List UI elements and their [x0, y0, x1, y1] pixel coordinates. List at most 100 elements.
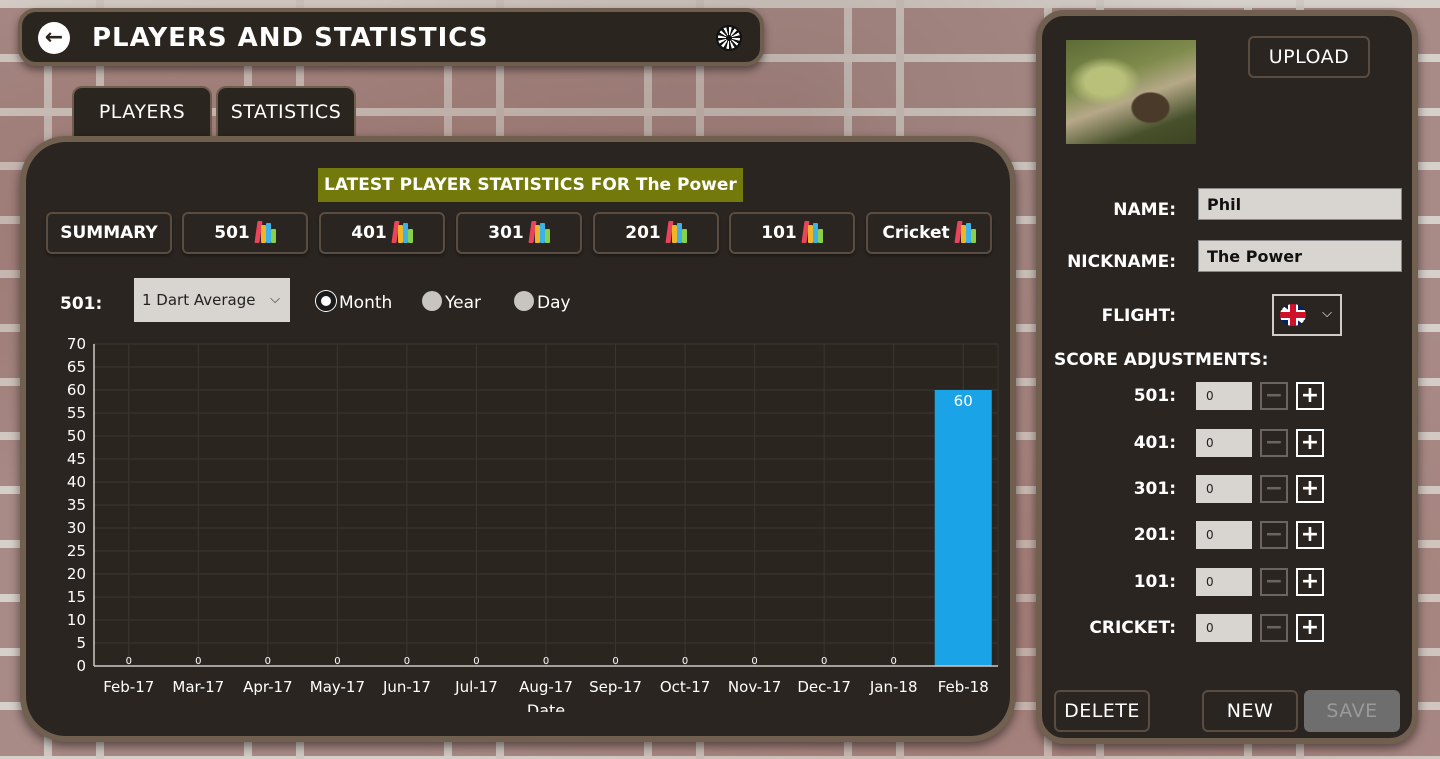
- y-tick-label: 65: [67, 358, 86, 376]
- adjust-401-minus-button[interactable]: −: [1260, 429, 1288, 457]
- radio-year-dot[interactable]: [422, 291, 442, 311]
- y-tick-label: 0: [76, 657, 86, 675]
- adjust-301-label: 301:: [1133, 479, 1176, 499]
- tab-players[interactable]: PLAYERS: [72, 86, 212, 136]
- flight-select[interactable]: ⌵: [1272, 294, 1342, 336]
- game-cricket-button[interactable]: Cricket: [866, 212, 992, 254]
- y-tick-label: 55: [67, 404, 86, 422]
- adjust-401-plus-button[interactable]: +: [1296, 429, 1324, 457]
- radio-month[interactable]: Month: [316, 290, 392, 316]
- adjust-501-plus-button[interactable]: +: [1296, 382, 1324, 410]
- game-301-button[interactable]: 301: [456, 212, 582, 254]
- adjust-201-label: 201:: [1133, 525, 1176, 545]
- flight-label: FLIGHT:: [1101, 306, 1176, 326]
- y-tick-label: 50: [67, 427, 86, 445]
- x-tick-label: Apr-17: [243, 678, 293, 696]
- adjust-501-input[interactable]: 0: [1196, 382, 1252, 410]
- data-label: 0: [612, 656, 618, 667]
- books-icon: [528, 219, 550, 243]
- game-101-label: 101: [761, 223, 797, 243]
- adjust-101-plus-button[interactable]: +: [1296, 568, 1324, 596]
- summary-button[interactable]: SUMMARY: [46, 212, 172, 254]
- radio-year-label: Year: [445, 293, 481, 313]
- chevron-down-icon: ⌵: [1322, 306, 1332, 321]
- summary-button-label: SUMMARY: [60, 223, 158, 243]
- bar: [934, 390, 992, 666]
- title-bar: ← PLAYERS AND STATISTICS: [18, 8, 764, 66]
- adjust-201-input[interactable]: 0: [1196, 521, 1252, 549]
- data-label: 0: [751, 656, 757, 667]
- upload-button[interactable]: UPLOAD: [1248, 36, 1370, 78]
- score-adjustments-title: SCORE ADJUSTMENTS:: [1054, 350, 1269, 370]
- y-tick-label: 30: [67, 519, 86, 537]
- player-photo: [1066, 40, 1196, 144]
- adjust-401-label: 401:: [1133, 433, 1176, 453]
- nickname-field[interactable]: The Power: [1198, 240, 1402, 272]
- game-501-button[interactable]: 501: [182, 212, 308, 254]
- game-501-label: 501: [214, 223, 250, 243]
- radio-day[interactable]: Day: [514, 290, 571, 316]
- y-tick-label: 10: [67, 611, 86, 629]
- adjust-301-input[interactable]: 0: [1196, 475, 1252, 503]
- adjust-101-input[interactable]: 0: [1196, 568, 1252, 596]
- x-tick-label: Feb-18: [938, 678, 989, 696]
- game-401-button[interactable]: 401: [319, 212, 445, 254]
- books-icon: [254, 219, 276, 243]
- books-icon: [391, 219, 413, 243]
- adjust-301-plus-button[interactable]: +: [1296, 475, 1324, 503]
- data-label: 0: [334, 656, 340, 667]
- statistics-panel: LATEST PLAYER STATISTICS FOR The Power S…: [20, 136, 1016, 742]
- books-icon: [665, 219, 687, 243]
- chevron-down-icon: ⌵: [270, 292, 280, 307]
- adjust-cricket-minus-button[interactable]: −: [1260, 614, 1288, 642]
- game-301-label: 301: [488, 223, 524, 243]
- x-tick-label: Sep-17: [589, 678, 642, 696]
- x-tick-label: Jun-17: [382, 678, 431, 696]
- radio-day-dot[interactable]: [514, 291, 534, 311]
- adjust-cricket-input[interactable]: 0: [1196, 614, 1252, 642]
- y-tick-label: 45: [67, 450, 86, 468]
- adjust-301-minus-button[interactable]: −: [1260, 475, 1288, 503]
- adjust-501-minus-button[interactable]: −: [1260, 382, 1288, 410]
- data-label: 0: [126, 656, 132, 667]
- name-field[interactable]: Phil: [1198, 188, 1402, 220]
- save-button[interactable]: SAVE: [1304, 690, 1400, 732]
- books-icon: [801, 219, 823, 243]
- x-tick-label: Dec-17: [797, 678, 851, 696]
- data-label: 0: [821, 656, 827, 667]
- x-tick-label: Aug-17: [519, 678, 573, 696]
- adjust-501-label: 501:: [1133, 386, 1176, 406]
- radio-year[interactable]: Year: [422, 290, 481, 316]
- data-label: 60: [954, 392, 973, 410]
- game-401-label: 401: [351, 223, 387, 243]
- y-tick-label: 25: [67, 542, 86, 560]
- adjust-201-plus-button[interactable]: +: [1296, 521, 1324, 549]
- uk-flag-icon: [1280, 304, 1306, 326]
- adjust-cricket-label: CRICKET:: [1089, 618, 1176, 638]
- adjust-101-minus-button[interactable]: −: [1260, 568, 1288, 596]
- game-cricket-label: Cricket: [882, 223, 950, 243]
- x-tick-label: Jul-17: [454, 678, 498, 696]
- adjust-201-minus-button[interactable]: −: [1260, 521, 1288, 549]
- filter-game-label: 501:: [60, 294, 103, 314]
- y-tick-label: 70: [67, 335, 86, 353]
- y-tick-label: 40: [67, 473, 86, 491]
- tab-statistics[interactable]: STATISTICS: [216, 86, 356, 136]
- data-label: 0: [473, 656, 479, 667]
- name-label: NAME:: [1113, 200, 1176, 220]
- x-tick-label: Feb-17: [103, 678, 154, 696]
- metric-select[interactable]: 1 Dart Average ⌵: [134, 278, 290, 322]
- adjust-401-input[interactable]: 0: [1196, 429, 1252, 457]
- game-101-button[interactable]: 101: [729, 212, 855, 254]
- bar-chart: 0 5 10 15 20 25 30 35 40 45 50 55 60 65 70 Feb-17 0 Mar-1…: [67, 335, 999, 712]
- data-label: 0: [543, 656, 549, 667]
- x-tick-label: May-17: [310, 678, 365, 696]
- data-label: 0: [404, 656, 410, 667]
- back-arrow-icon[interactable]: ←: [38, 22, 70, 54]
- delete-button[interactable]: DELETE: [1054, 690, 1150, 732]
- game-201-button[interactable]: 201: [593, 212, 719, 254]
- new-button[interactable]: NEW: [1202, 690, 1298, 732]
- radio-month-dot[interactable]: [316, 291, 336, 311]
- adjust-cricket-plus-button[interactable]: +: [1296, 614, 1324, 642]
- x-axis-label: Date: [527, 701, 565, 712]
